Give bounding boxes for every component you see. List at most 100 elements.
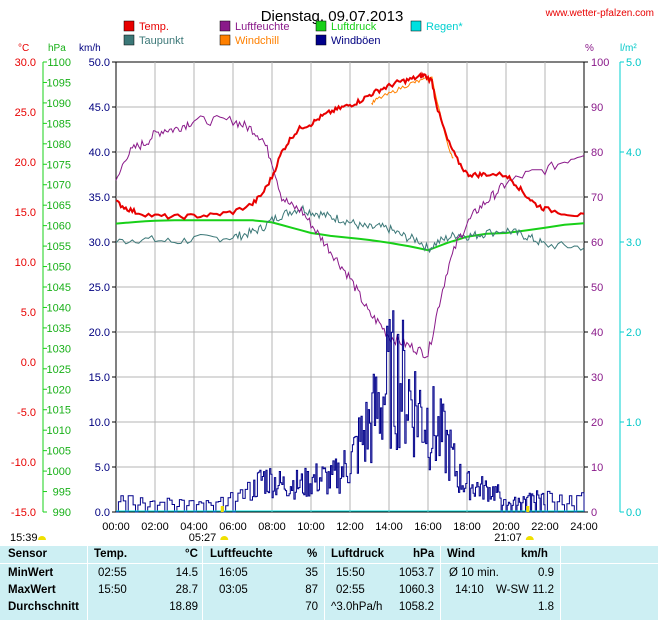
wind-tick-label: 5.0 (95, 462, 110, 474)
temp-axis-unit: °C (18, 43, 29, 54)
wind-time: 14:10 (455, 584, 484, 596)
wind-tick-label: 35.0 (89, 192, 110, 204)
legend-label: Windböen (331, 35, 381, 47)
wind-tick-label: 0.0 (95, 507, 110, 519)
header-sensor: Sensor (8, 548, 47, 560)
wind-value: 11.2 (532, 584, 554, 596)
humidity-value: 70 (305, 601, 318, 613)
legend-swatch (123, 34, 135, 46)
header-wind-unit: km/h (521, 548, 548, 560)
legend-label: Taupunkt (139, 35, 184, 47)
pressure-tick-label: 1000 (47, 466, 71, 478)
legend-label: Luftdruck (331, 21, 377, 33)
legend-label: Luftfeuchte (235, 21, 289, 33)
humidity-tick-label: 90 (591, 102, 603, 114)
series-taupunkt (115, 204, 585, 254)
x-tick-label: 22:00 (531, 521, 559, 533)
pressure-tick-label: 990 (53, 507, 71, 519)
stats-row-avg: Durchschnitt 18.89 70 ^3.0hPa/h 1058.2 1… (0, 601, 658, 617)
pressure-tick-label: 1035 (47, 323, 71, 335)
wind-tick-label: 20.0 (89, 327, 110, 339)
legend-label: Regen* (426, 21, 463, 33)
pressure-tick-label: 1070 (47, 180, 71, 192)
temp-value: 28.7 (175, 584, 198, 596)
humidity-tick-label: 50 (591, 282, 603, 294)
wind-value: 1.8 (538, 601, 554, 613)
wind-tick-label: 15.0 (89, 372, 110, 384)
rain-tick-label: 1.0 (626, 417, 641, 429)
temp-tick-label: -10.0 (11, 457, 36, 469)
pressure-axis-unit: hPa (48, 43, 66, 54)
legend-swatch (219, 20, 231, 32)
grid (116, 62, 584, 512)
legend-swatch (315, 34, 327, 46)
humidity-tick-label: 80 (591, 147, 603, 159)
humidity-time: 03:05 (219, 584, 248, 596)
weather-chart: Dienstag, 09.07.2013 www.wetter-pfalzen.… (10, 8, 654, 544)
temp-time: 02:55 (98, 567, 127, 579)
x-tick-label: 20:00 (492, 521, 520, 533)
pressure-tick-label: 1080 (47, 139, 71, 151)
temp-tick-label: 0.0 (21, 357, 36, 369)
temp-value: 18.89 (169, 601, 198, 613)
rain-tick-label: 2.0 (626, 327, 641, 339)
pressure-value: 1053.7 (398, 567, 434, 579)
humidity-tick-label: 10 (591, 462, 603, 474)
temp-time: 15:50 (98, 584, 127, 596)
legend-swatch (219, 34, 231, 46)
pressure-tick-label: 1050 (47, 262, 71, 274)
legend-label: Temp. (139, 21, 169, 33)
x-tick-label: 18:00 (453, 521, 481, 533)
stats-table: Sensor Temp. °C Luftfeuchte % Luftdruck … (0, 546, 658, 620)
stats-row-max: MaxWert 15:50 28.7 03:05 87 02:55 1060.3… (0, 584, 658, 600)
x-tick-label: 14:00 (375, 521, 403, 533)
series-layer (115, 71, 585, 513)
sun-icon (38, 536, 46, 540)
x-tick-label: 06:00 (219, 521, 247, 533)
pressure-tick-label: 1045 (47, 282, 71, 294)
stats-header-row: Sensor Temp. °C Luftfeuchte % Luftdruck … (0, 548, 658, 564)
pressure-value: 1058.2 (398, 601, 434, 613)
pressure-trend: ^3.0hPa/h (331, 601, 383, 613)
x-tick-label: 08:00 (258, 521, 286, 533)
sunset-label: 21:07 (494, 532, 522, 544)
header-humidity: Luftfeuchte (210, 548, 273, 560)
rain-tick-label: 0.0 (626, 507, 641, 519)
wind-tick-label: 50.0 (89, 57, 110, 69)
humidity-tick-label: 30 (591, 372, 603, 384)
humidity-tick-label: 70 (591, 192, 603, 204)
pressure-tick-label: 995 (53, 487, 71, 499)
pressure-tick-label: 1015 (47, 405, 71, 417)
x-tick-label: 00:00 (102, 521, 130, 533)
x-tick-label: 02:00 (141, 521, 169, 533)
series-luftdruck (115, 219, 585, 252)
x-tick-label: 04:00 (180, 521, 208, 533)
pressure-time: 02:55 (336, 584, 365, 596)
pressure-tick-label: 1010 (47, 425, 71, 437)
daylight-start-label: 15:39 (10, 532, 38, 544)
legend-swatch (315, 20, 327, 32)
humidity-tick-label: 60 (591, 237, 603, 249)
pressure-tick-label: 1075 (47, 159, 71, 171)
humidity-axis-unit: % (585, 43, 594, 54)
pressure-tick-label: 1090 (47, 98, 71, 110)
rain-tick-label: 4.0 (626, 147, 641, 159)
site-link[interactable]: www.wetter-pfalzen.com (545, 8, 654, 19)
pressure-tick-label: 1065 (47, 200, 71, 212)
header-pressure: Luftdruck (331, 548, 385, 560)
header-temp: Temp. (94, 548, 128, 560)
wind-tick-label: 10.0 (89, 417, 110, 429)
pressure-tick-label: 1020 (47, 384, 71, 396)
x-tick-label: 24:00 (570, 521, 598, 533)
humidity-time: 16:05 (219, 567, 248, 579)
wind-value: 0.9 (538, 567, 554, 579)
wind-tick-label: 30.0 (89, 237, 110, 249)
sunrise-label: 05:27 (189, 532, 217, 544)
legend-swatch (123, 20, 135, 32)
pressure-tick-label: 1095 (47, 77, 71, 89)
sunset-icon (525, 536, 534, 540)
header-humidity-unit: % (307, 548, 318, 560)
series-windboeen (116, 310, 585, 513)
humidity-value: 87 (305, 584, 318, 596)
rain-axis-unit: l/m² (620, 43, 637, 54)
